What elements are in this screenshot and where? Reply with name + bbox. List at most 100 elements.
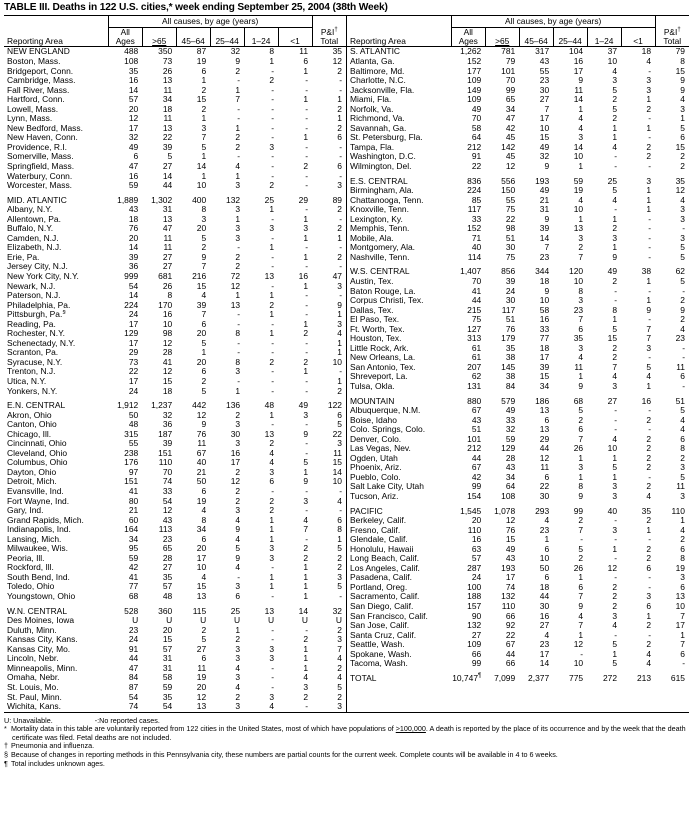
cell-age-25-44: 2 [578,515,584,526]
cell-age-under-1: - [305,141,309,152]
row-area-label: Little Rock, Ark. [350,343,409,353]
cell-age-1-24: 1 [612,543,618,554]
cell-age-1-24: 3 [612,610,618,621]
cell-age-65-plus: 66 [505,610,516,621]
cell-age-45-64: 7 [201,132,207,143]
cell-all-ages: 39 [128,251,139,262]
table-row: St. Paul, Minn. 54 35 12 2 3 2 2 [4,691,346,703]
cell-age-25-44: 5 [235,543,241,554]
cell-pi-total: 6 [680,132,685,143]
cell-age-under-1: 1 [303,466,309,477]
table-row: Wilmington, Del. 22 12 9 1 - - 2 [347,161,689,172]
cell-age-65-plus: 13 [162,75,173,86]
cell-age-45-64: 12 [196,409,207,420]
cell-all-ages: 91 [128,643,139,654]
cell-all-ages: 108 [124,55,139,66]
cell-age-under-1: - [305,75,309,86]
cell-pi-total: 22 [332,428,342,439]
cell-pi-total: 32 [332,605,342,616]
col-header-lt1-right: <1 [620,27,656,48]
cell-pi-total: 4 [680,424,685,435]
cell-age-45-64: 50 [196,476,207,487]
cell-age-1-24: 3 [269,691,275,702]
row-area-label: South Bend, Ind. [7,572,70,582]
table-row: Tacoma, Wash. 99 66 14 10 5 4 - [347,659,689,669]
row-area-label: St. Louis, Mo. [7,682,59,692]
cell-age-45-64: 18 [539,581,550,592]
table-row: Duluth, Minn. 23 20 2 1 - - 2 [4,625,346,636]
cell-age-25-44: 11 [574,361,584,372]
row-area-label: Tacoma, Wash. [350,659,408,669]
cell-age-45-64: 7 [201,261,207,272]
cell-age-1-24: 2 [612,275,618,286]
cell-age-45-64: 6 [544,471,550,482]
cell-age-65-plus: 151 [158,447,173,458]
cell-all-ages: 62 [471,371,482,382]
table-row: Glendale, Calif. 16 15 1 - - - 2 [347,535,689,545]
cell-age-65-plus: 74 [162,476,173,487]
cell-age-under-1: 2 [646,553,652,564]
cell-age-under-1: 2 [646,414,652,425]
cell-all-ages: 29 [128,347,139,358]
cell-age-45-64: 12 [539,452,550,463]
pi-dagger-icon: † [334,27,338,34]
cell-pi-total: 2 [337,65,342,76]
row-area-label: Des Moines, Iowa [7,616,75,626]
row-area-label: Elizabeth, N.J. [7,243,62,253]
cell-all-ages: 215 [467,304,482,315]
cell-age-1-24: - [271,232,275,243]
cell-age-65-plus: 22 [505,629,516,640]
cell-age-1-24: 5 [612,639,618,650]
cell-age-under-1: 1 [303,581,309,592]
cell-age-1-24: 3 [612,481,618,492]
cell-age-under-1: - [305,505,309,516]
cell-age-65-plus: 8 [167,290,173,301]
cell-age-45-64: 4 [201,290,207,301]
cell-age-1-24: 27 [607,395,618,406]
cell-age-65-plus: 42 [505,122,516,133]
table-row: Hartford, Conn. 57 34 15 7 - 1 1 [4,95,346,105]
cell-age-under-1: - [305,299,309,310]
cell-age-1-24: - [614,295,618,306]
table-row: Wichita, Kans. 74 54 13 3 4 - 3 [4,701,346,712]
row-area-label: S. ATLANTIC [350,46,401,57]
cell-pi-total: 4 [337,672,342,683]
cell-age-1-24: 4 [269,701,275,712]
pilcrow-text: Total includes unknown ages. [11,758,105,768]
col-header-all-ages-right: All Ages [450,27,486,48]
cell-age-45-64: 30 [539,491,550,502]
cell-pi-total: 2 [680,151,685,162]
cell-pi-total: 35 [675,175,685,186]
row-area-label: Yonkers, N.Y. [7,386,58,396]
cell-all-ages: 152 [467,55,482,66]
cell-pi-total: 4 [680,323,685,334]
cell-age-under-1: 1 [303,132,309,143]
cell-age-1-24: 2 [269,495,275,506]
row-area-label: Tampa, Fla. [350,142,395,152]
cell-age-65-plus: 65 [505,94,516,105]
cell-age-45-64: 10 [539,553,550,564]
cell-age-under-1: - [305,261,309,272]
cell-pi-total: 1 [337,309,342,320]
cell-pi-total: 1 [337,232,342,243]
cell-pi-total: 2 [680,534,685,545]
cell-all-ages: 84 [128,672,139,683]
cell-all-ages: 47 [128,662,139,673]
row-area-label: Lexington, Ky. [350,214,403,224]
pi-line1: P&I [320,27,335,37]
cell-age-25-44: 3 [578,132,584,143]
left-table: All causes, by age (years) Reporting Are… [4,16,346,712]
cell-age-25-44: 9 [235,55,241,66]
cell-age-45-64: 2 [201,376,207,386]
cell-age-25-44: 1 [235,385,241,396]
cell-all-ages: 47 [128,160,139,171]
cell-all-ages: 41 [128,486,139,497]
cell-age-45-64: 442 [192,400,207,411]
asterisk-marker: * [4,724,7,734]
cell-age-65-plus: 35 [162,691,173,702]
cell-all-ages: 1,912 [117,400,139,411]
cell-age-under-1: 2 [303,552,309,563]
row-area-label: Dallas, Tex. [350,305,394,315]
cell-age-under-1: 3 [303,409,309,420]
cell-age-under-1: 4 [646,371,652,382]
